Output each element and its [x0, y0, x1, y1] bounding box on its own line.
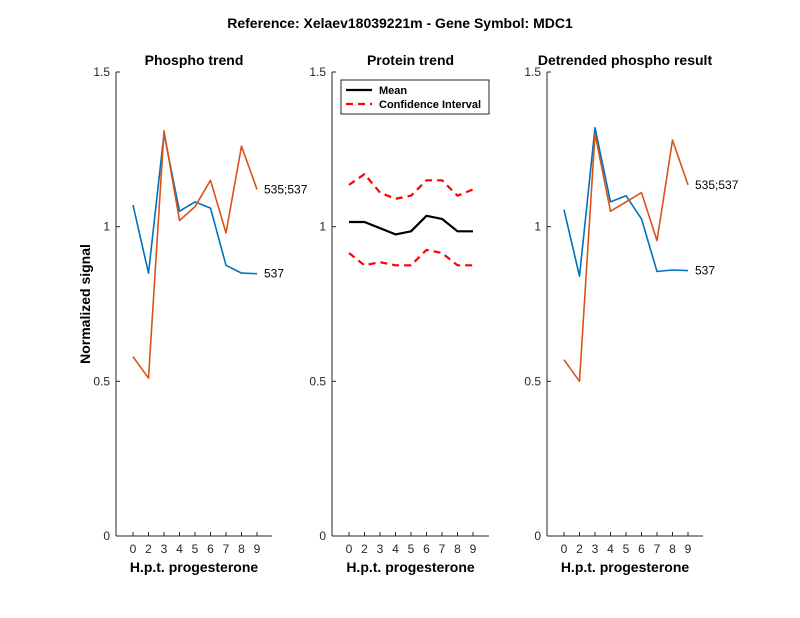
- y-tick-label: 1: [319, 220, 326, 234]
- panel-title: Phospho trend: [145, 52, 244, 68]
- legend-box: [340, 79, 490, 115]
- series-end-label: 535;537: [264, 183, 308, 197]
- x-tick-label: 7: [654, 542, 661, 556]
- x-tick-label: 5: [623, 542, 630, 556]
- x-tick-label: 6: [638, 542, 645, 556]
- x-tick-label: 2: [145, 542, 152, 556]
- x-tick-label: 0: [130, 542, 137, 556]
- x-tick-label: 9: [470, 542, 477, 556]
- x-tick-label: 5: [408, 542, 415, 556]
- series-end-label: 537: [264, 267, 284, 281]
- y-tick-label: 1.5: [93, 65, 110, 79]
- x-tick-label: 8: [669, 542, 676, 556]
- panel-title: Protein trend: [367, 52, 454, 68]
- x-tick-label: 3: [161, 542, 168, 556]
- series-line-535-537: [132, 130, 258, 380]
- x-tick-label: 9: [254, 542, 261, 556]
- x-tick-label: 9: [685, 542, 692, 556]
- y-tick-label: 0: [103, 529, 110, 543]
- x-tick-label: 4: [392, 542, 399, 556]
- series-line-mean: [349, 214, 473, 236]
- x-tick-label: 7: [439, 542, 446, 556]
- y-tick-label: 0.5: [93, 374, 110, 388]
- x-axis-label: H.p.t. progesterone: [561, 559, 690, 575]
- legend: Mean Confidence Interval: [340, 79, 490, 115]
- x-tick-label: 2: [576, 542, 583, 556]
- series-end-label: 537: [695, 264, 715, 278]
- x-tick-label: 8: [454, 542, 461, 556]
- panel-title: Detrended phospho result: [538, 52, 713, 68]
- x-axis-label: H.p.t. progesterone: [346, 559, 475, 575]
- x-tick-label: 6: [207, 542, 214, 556]
- y-axis-label: Normalized signal: [77, 244, 93, 364]
- series-line-confidence-interval: [348, 173, 474, 200]
- x-tick-label: 5: [192, 542, 199, 556]
- y-tick-label: 1: [103, 220, 110, 234]
- x-tick-label: 0: [561, 542, 568, 556]
- x-tick-label: 6: [423, 542, 430, 556]
- series-line-535-537: [563, 133, 689, 383]
- x-tick-label: 3: [377, 542, 384, 556]
- y-tick-label: 0: [534, 529, 541, 543]
- x-tick-label: 7: [223, 542, 230, 556]
- series-line-537: [563, 126, 689, 278]
- y-tick-label: 0.5: [309, 374, 326, 388]
- x-tick-label: 3: [592, 542, 599, 556]
- y-tick-label: 1: [534, 220, 541, 234]
- legend-label: Mean: [379, 85, 407, 97]
- x-tick-label: 4: [176, 542, 183, 556]
- figure-title: Reference: Xelaev18039221m - Gene Symbol…: [227, 15, 573, 31]
- x-tick-label: 8: [238, 542, 245, 556]
- x-tick-label: 4: [607, 542, 614, 556]
- series-line-lower-bound: [348, 248, 473, 267]
- y-tick-label: 1.5: [309, 65, 326, 79]
- y-tick-label: 1.5: [524, 65, 541, 79]
- x-tick-label: 2: [361, 542, 368, 556]
- y-tick-label: 0: [319, 529, 326, 543]
- x-axis-label: H.p.t. progesterone: [130, 559, 259, 575]
- y-tick-label: 0.5: [524, 374, 541, 388]
- series-line-537: [132, 133, 258, 275]
- legend-label: Confidence Interval: [379, 99, 481, 111]
- series-end-label: 535;537: [695, 178, 739, 192]
- x-tick-label: 0: [346, 542, 353, 556]
